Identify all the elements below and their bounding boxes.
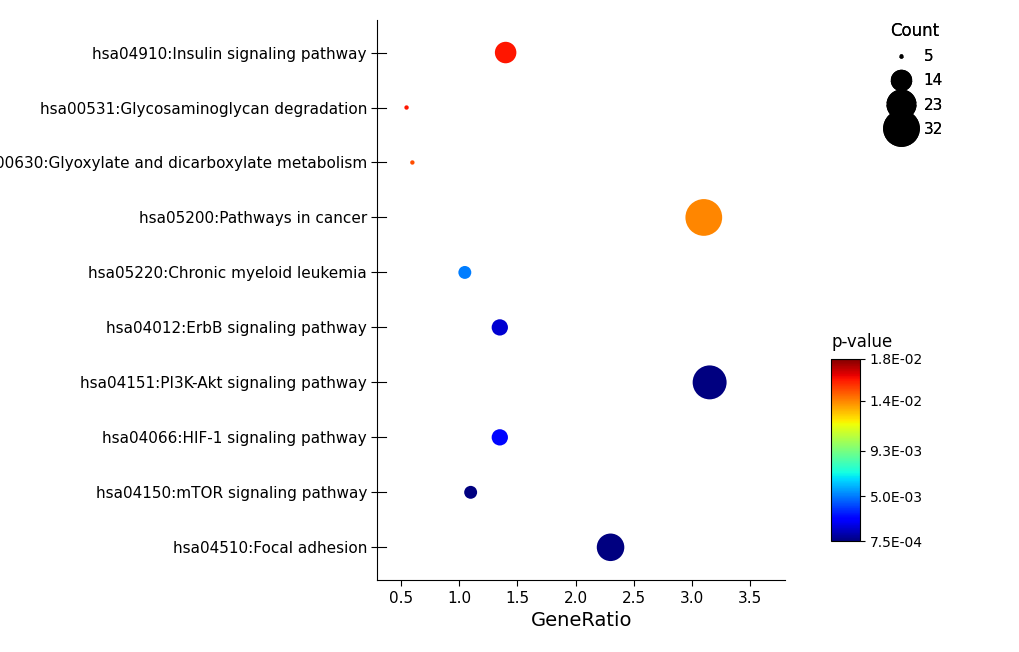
Point: [497, 48, 514, 58]
Text: p-value: p-value: [830, 333, 892, 351]
Point: [602, 542, 619, 552]
Legend: 5, 14, 23, 32: 5, 14, 23, 32: [878, 16, 949, 143]
Point: [491, 322, 507, 333]
Point: [462, 487, 478, 497]
Point: [398, 102, 415, 113]
Point: [701, 377, 717, 387]
Point: [491, 432, 507, 443]
Point: [404, 157, 420, 168]
X-axis label: GeneRatio: GeneRatio: [530, 612, 632, 630]
Point: [457, 267, 473, 278]
Point: [695, 213, 711, 223]
